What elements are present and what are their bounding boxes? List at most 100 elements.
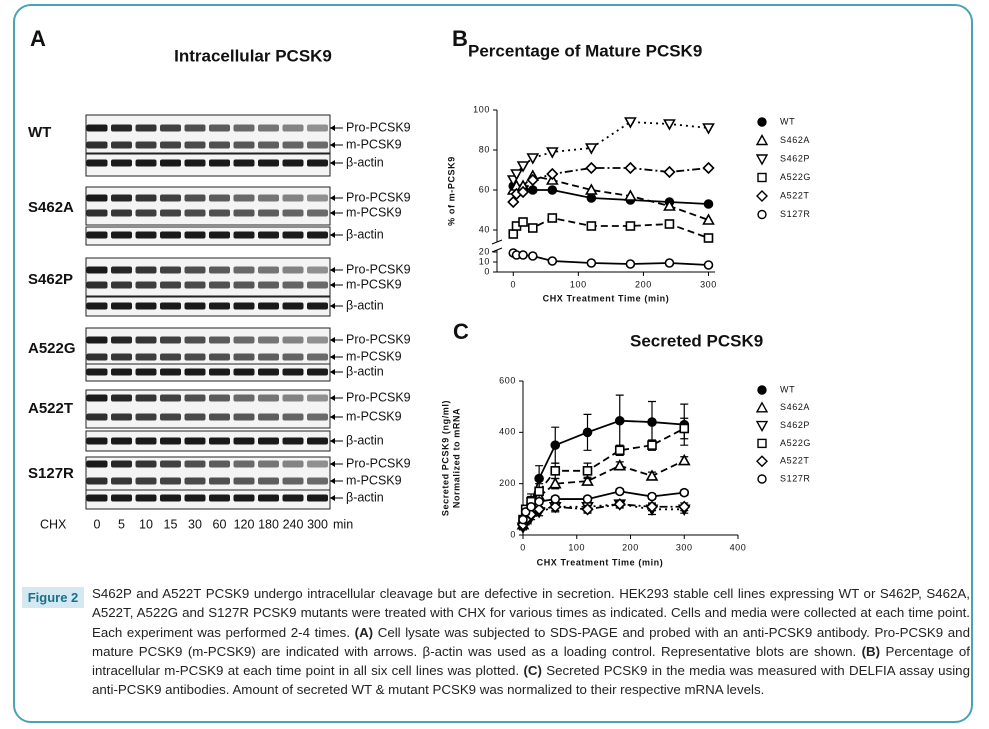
blot-band (86, 336, 108, 344)
marker (677, 453, 691, 466)
band-arrowhead (330, 478, 335, 484)
marker (755, 420, 769, 433)
caption-text: Cell lysate was subjected to SDS-PAGE an… (92, 624, 970, 659)
marker (756, 190, 768, 202)
blot-band (86, 209, 108, 217)
blot-band (160, 194, 181, 202)
blot-band (86, 437, 108, 445)
series-line (512, 175, 709, 221)
marker (755, 154, 769, 166)
marker (582, 494, 593, 504)
lane-label: 120 (234, 517, 255, 531)
marker (581, 503, 594, 516)
blot-band (233, 159, 255, 167)
blot-band (86, 231, 108, 239)
blot-band (233, 437, 255, 445)
marker (581, 474, 594, 486)
blot-band (258, 194, 279, 202)
blot-band (307, 124, 328, 132)
blot-band (111, 281, 132, 289)
caption-text: Secreted PCSK9 in the media was measured… (92, 663, 970, 698)
marker (586, 258, 597, 268)
marker (549, 500, 562, 513)
blot-band (258, 494, 279, 502)
blot-band (184, 231, 206, 239)
blot-band (184, 266, 206, 274)
blot-band (233, 141, 255, 149)
lane-label: 15 (164, 517, 178, 531)
marker (624, 189, 637, 201)
blot-band (307, 494, 328, 502)
y-axis-label: Normalized to mRNA (451, 408, 461, 508)
chart-title: Percentage of Mature PCSK9 (468, 41, 702, 60)
legend-label: S462P (780, 420, 810, 430)
marker (582, 466, 593, 476)
blot-band (160, 159, 181, 167)
blot-band (86, 281, 108, 289)
blot-band (135, 437, 157, 445)
band-label: Pro-PCSK9 (346, 120, 411, 134)
marker (679, 487, 690, 498)
blot-band (111, 437, 132, 445)
blot-band (184, 368, 206, 376)
marker (550, 440, 561, 450)
blot-band (184, 394, 206, 402)
marker (526, 153, 540, 165)
y-tick-label: 20 (479, 246, 490, 256)
marker (614, 415, 625, 426)
blot-band (258, 209, 279, 217)
blot-band (111, 394, 132, 402)
y-tick-label: 0 (484, 266, 490, 276)
band-arrowhead (330, 369, 335, 375)
marker (647, 417, 657, 427)
blot-band (111, 141, 132, 149)
blot-band (282, 460, 304, 468)
marker (664, 219, 675, 229)
blot-band (233, 413, 255, 421)
blot-band (209, 477, 230, 485)
band-label: m-PCSK9 (346, 205, 402, 219)
blot-band (111, 494, 132, 502)
y-tick-label: 40 (479, 224, 490, 234)
lane-label: 5 (118, 517, 125, 531)
band-arrowhead (330, 125, 335, 131)
band-arrowhead (330, 160, 335, 166)
blot-band (86, 477, 108, 485)
blot-band (160, 141, 181, 149)
band-label: Pro-PCSK9 (346, 332, 411, 346)
blot-band (160, 209, 181, 217)
marker (663, 165, 676, 179)
blot-band (282, 302, 304, 310)
blot-band (160, 394, 181, 402)
series-line (522, 490, 685, 520)
blot-band (209, 194, 230, 202)
blot-band (258, 477, 279, 485)
marker (584, 183, 598, 195)
marker (507, 195, 520, 209)
blot-band (160, 477, 181, 485)
lane-label: 180 (258, 517, 279, 531)
blot-band (209, 124, 230, 132)
legend-label: A522G (780, 438, 811, 448)
blot-band (307, 353, 328, 361)
blot-band (307, 231, 328, 239)
marker (624, 161, 637, 175)
blot-band (258, 437, 279, 445)
marker (755, 134, 769, 146)
blot-band (307, 209, 328, 217)
blot-band (86, 494, 108, 502)
marker (516, 161, 530, 173)
blot-band (160, 124, 181, 132)
band-arrowhead (330, 414, 335, 420)
band-label: m-PCSK9 (346, 137, 402, 151)
figure-frame (13, 4, 973, 723)
lane-label: 240 (283, 517, 304, 531)
blot-band (160, 413, 181, 421)
blot-band (135, 209, 157, 217)
marker (526, 173, 539, 187)
blot-band (86, 394, 108, 402)
blot-band (258, 302, 279, 310)
blot-band (184, 413, 206, 421)
marker (586, 193, 597, 203)
series-line (522, 503, 685, 526)
